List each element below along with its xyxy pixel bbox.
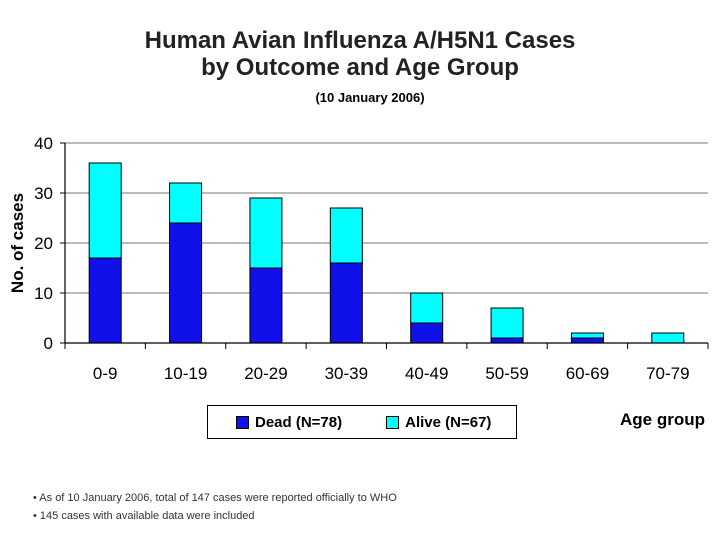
legend-swatch-alive	[386, 415, 400, 429]
bar-alive-20-29	[249, 197, 283, 269]
x-tick-label: 50-59	[485, 364, 528, 383]
footnote-2: • 145 cases with available data were inc…	[33, 510, 255, 522]
bar-dead-20-29	[249, 267, 283, 344]
legend-label-alive: Alive (N=67)	[405, 413, 492, 431]
y-tick-label: 30	[34, 184, 53, 203]
legend-label-dead: Dead (N=78)	[255, 413, 343, 431]
x-tick-label: 60-69	[566, 364, 609, 383]
bar-alive-60-69	[570, 332, 604, 339]
bar-alive-50-59	[490, 307, 524, 339]
gridlines	[65, 142, 708, 294]
legend-swatch-dead	[236, 415, 249, 429]
x-tick-labels: 0-9 10-19 20-29 30-39 40-49 50-59 60-69 70-79	[93, 364, 690, 383]
x-tick-label: 20-29	[244, 364, 287, 383]
bar-alive-70-79	[651, 332, 685, 344]
y-tick-label: 0	[44, 334, 53, 353]
legend-item-alive: Alive (N=67)	[386, 414, 491, 431]
bar-alive-0-9	[88, 162, 122, 259]
x-tick-label: 30-39	[325, 364, 368, 383]
x-tick-label: 40-49	[405, 364, 448, 383]
bar-dead-10-19	[169, 222, 203, 344]
bar-alive-40-49	[410, 292, 444, 324]
x-tick-label: 0-9	[93, 364, 118, 383]
bar-dead-50-59	[490, 337, 524, 344]
x-tick-label: 70-79	[646, 364, 689, 383]
x-tick-label: 10-19	[164, 364, 207, 383]
chart-title-line2: by Outcome and Age Group	[201, 54, 519, 81]
bars	[88, 162, 685, 344]
chart-subtitle: (10 January 2006)	[315, 90, 425, 105]
y-tick-label: 10	[34, 284, 53, 303]
axes	[60, 142, 709, 349]
y-axis-label: No. of cases	[8, 193, 27, 293]
y-tick-label: 40	[34, 134, 53, 153]
bar-alive-30-39	[329, 207, 363, 264]
bar-alive-10-19	[169, 182, 203, 224]
bar-dead-40-49	[410, 322, 444, 344]
x-axis-label: Age group	[620, 410, 705, 429]
y-tick-label: 20	[34, 234, 53, 253]
legend: Dead (N=78) Alive (N=67)	[207, 405, 517, 439]
legend-item-dead: Dead (N=78)	[236, 414, 342, 431]
bar-dead-30-39	[329, 262, 363, 344]
footnote-1: • As of 10 January 2006, total of 147 ca…	[33, 492, 397, 504]
y-tick-labels: 0 10 20 30 40	[34, 134, 53, 353]
chart-title-line1: Human Avian Influenza A/H5N1 Cases	[144, 27, 576, 54]
bar-dead-60-69	[570, 337, 604, 344]
bar-dead-0-9	[88, 257, 122, 344]
